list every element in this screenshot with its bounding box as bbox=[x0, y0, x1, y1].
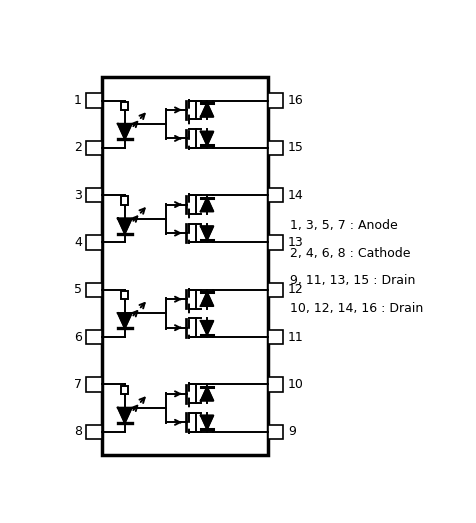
Polygon shape bbox=[201, 103, 213, 117]
Bar bbox=[268, 94, 283, 108]
Polygon shape bbox=[201, 226, 213, 240]
Text: 9, 11, 13, 15 : Drain: 9, 11, 13, 15 : Drain bbox=[290, 274, 416, 287]
Bar bbox=[87, 141, 102, 155]
Bar bbox=[87, 188, 102, 202]
Bar bbox=[268, 235, 283, 249]
Text: 9: 9 bbox=[288, 425, 296, 438]
Text: 6: 6 bbox=[74, 331, 82, 344]
Polygon shape bbox=[201, 132, 213, 145]
Polygon shape bbox=[118, 219, 132, 234]
Bar bbox=[87, 425, 102, 439]
Bar bbox=[87, 377, 102, 392]
Bar bbox=[268, 330, 283, 344]
Polygon shape bbox=[118, 124, 132, 139]
Bar bbox=[268, 377, 283, 392]
Bar bbox=[121, 102, 129, 110]
Polygon shape bbox=[201, 321, 213, 335]
Text: 11: 11 bbox=[288, 331, 304, 344]
Polygon shape bbox=[201, 387, 213, 401]
Bar bbox=[268, 141, 283, 155]
Text: 1, 3, 5, 7 : Anode: 1, 3, 5, 7 : Anode bbox=[290, 219, 398, 232]
Text: 1: 1 bbox=[74, 94, 82, 107]
Text: 3: 3 bbox=[74, 189, 82, 202]
Text: 16: 16 bbox=[288, 94, 304, 107]
Polygon shape bbox=[201, 415, 213, 429]
Bar bbox=[121, 291, 129, 299]
Bar bbox=[87, 283, 102, 297]
Polygon shape bbox=[201, 198, 213, 211]
Text: 7: 7 bbox=[74, 378, 82, 391]
Text: 4: 4 bbox=[74, 236, 82, 249]
Text: 10: 10 bbox=[288, 378, 304, 391]
Text: 12: 12 bbox=[288, 283, 304, 297]
Bar bbox=[121, 197, 129, 204]
Bar bbox=[268, 425, 283, 439]
Polygon shape bbox=[118, 313, 132, 328]
Text: 8: 8 bbox=[74, 425, 82, 438]
Text: 15: 15 bbox=[288, 141, 304, 154]
Bar bbox=[87, 94, 102, 108]
Text: 10, 12, 14, 16 : Drain: 10, 12, 14, 16 : Drain bbox=[290, 302, 423, 314]
Bar bbox=[102, 77, 268, 456]
Text: 2, 4, 6, 8 : Cathode: 2, 4, 6, 8 : Cathode bbox=[290, 247, 411, 260]
Bar bbox=[268, 283, 283, 297]
Bar bbox=[268, 188, 283, 202]
Polygon shape bbox=[118, 408, 132, 423]
Bar bbox=[87, 235, 102, 249]
Text: 5: 5 bbox=[74, 283, 82, 297]
Bar bbox=[87, 330, 102, 344]
Text: 2: 2 bbox=[74, 141, 82, 154]
Text: 14: 14 bbox=[288, 189, 304, 202]
Bar bbox=[121, 386, 129, 394]
Polygon shape bbox=[201, 292, 213, 306]
Text: 13: 13 bbox=[288, 236, 304, 249]
